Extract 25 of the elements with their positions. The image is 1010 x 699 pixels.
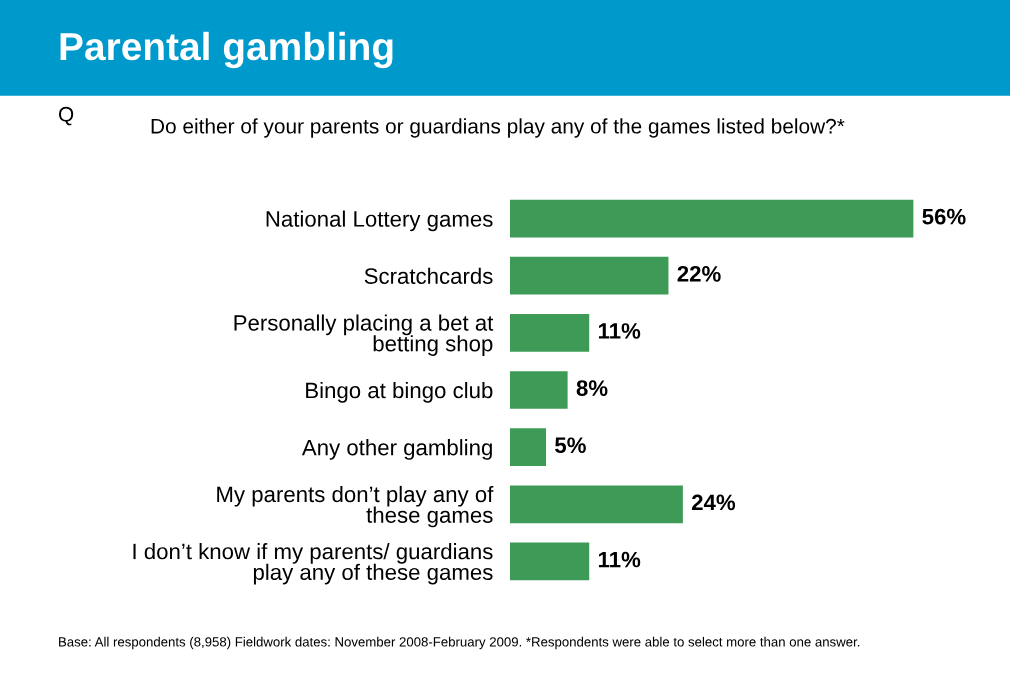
data-label: 24% — [691, 494, 736, 511]
y-tick-label: I don’t know if my parents/ guardians play any of these games — [133, 543, 493, 585]
text: Base: All respondents (8,958) Fieldwork dates: November 2008-February 2009. *Respondents were able to select more than one answer. — [59, 636, 860, 650]
y-tick-label: Bingo at bingo club — [306, 381, 493, 403]
y-tick-label: My parents don’t play any of these games — [217, 485, 494, 528]
chart-title: Parental gambling — [60, 31, 393, 69]
chart-subtitle: Do either of your parents or guardians play any of the games listed below?* — [151, 118, 845, 138]
bar — [510, 371, 568, 409]
data-label: 5% — [555, 437, 586, 454]
data-label: 8% — [576, 380, 608, 396]
bar — [510, 542, 590, 581]
y-tick-label: National Lottery games — [266, 210, 493, 232]
y-tick-label: Any other gambling — [301, 439, 492, 460]
bar — [510, 199, 914, 238]
text: Q — [58, 106, 74, 126]
bar — [510, 256, 669, 295]
data-label: 56% — [922, 208, 966, 225]
data-label: 11% — [598, 323, 641, 339]
y-tick-label: Personally placing a bet at betting shop — [234, 314, 494, 356]
y-tick-label: Scratchcards — [364, 267, 493, 284]
bar — [510, 485, 683, 524]
data-label: 22% — [677, 265, 721, 282]
bar — [510, 314, 590, 352]
bar — [510, 428, 547, 466]
data-label: 11% — [598, 551, 641, 568]
